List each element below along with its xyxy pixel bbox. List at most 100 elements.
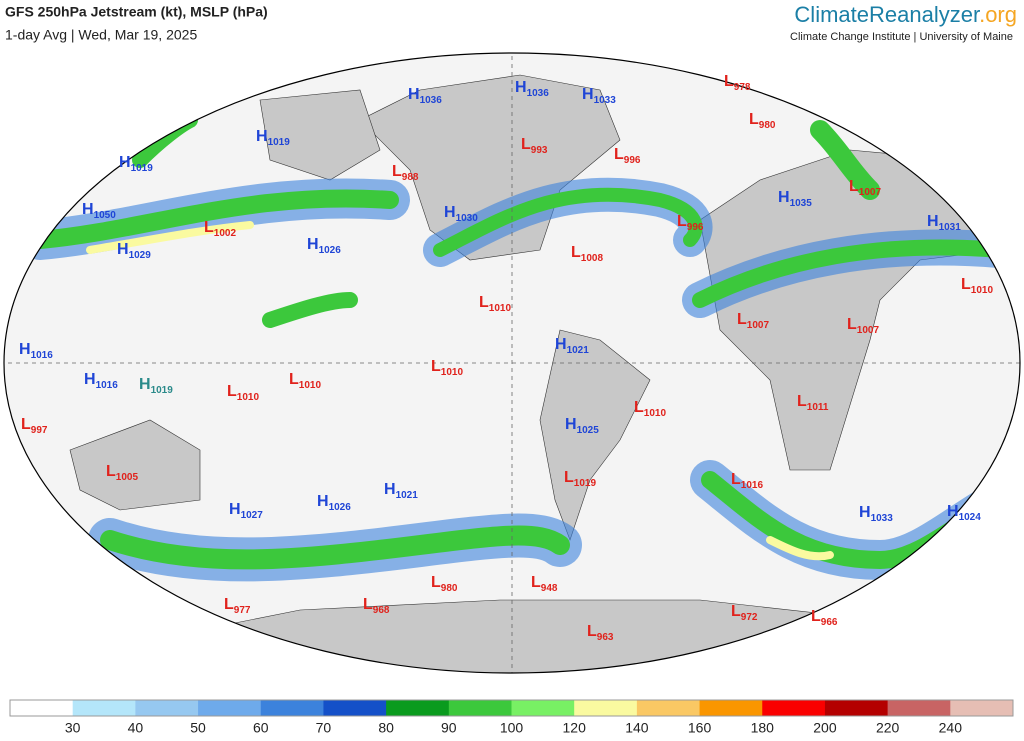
center-type: H	[317, 493, 329, 510]
center-type: L	[106, 463, 116, 480]
pressure-center: L972	[731, 603, 758, 622]
center-type: H	[408, 86, 420, 103]
center-pressure: 988	[402, 172, 419, 183]
pressure-center: H1030	[444, 204, 478, 223]
center-type: H	[84, 371, 96, 388]
colorbar: 30 40 50 60 70 80 90 100 120 140 160 180 200 220 240	[9, 699, 1014, 736]
center-type: L	[564, 469, 574, 486]
center-pressure: 1019	[268, 137, 291, 148]
pressure-center: L1010	[431, 358, 463, 377]
colorbar-swatch	[699, 700, 763, 716]
center-type: H	[927, 213, 939, 230]
pressure-center: H1036	[515, 79, 549, 98]
center-pressure: 1021	[396, 490, 419, 501]
center-type: L	[677, 213, 687, 230]
colorbar-swatch	[511, 700, 575, 716]
pressure-center: L996	[614, 146, 641, 165]
pressure-center: L1010	[479, 294, 511, 313]
center-type: L	[531, 574, 541, 591]
colorbar-swatch	[950, 700, 1014, 716]
center-pressure: 1002	[214, 228, 237, 239]
center-type: H	[555, 336, 567, 353]
center-pressure: 1027	[241, 510, 264, 521]
subtitle: 1-day Avg | Wed, Mar 19, 2025	[5, 27, 197, 43]
center-type: L	[847, 316, 857, 333]
center-type: L	[431, 574, 441, 591]
center-type: L	[749, 111, 759, 128]
pressure-center: H1021	[384, 481, 418, 500]
pressure-center: L1010	[227, 383, 259, 402]
pressure-center: H1026	[307, 236, 341, 255]
title: GFS 250hPa Jetstream (kt), MSLP (hPa)	[5, 4, 268, 20]
brand-part: .org	[979, 2, 1017, 27]
center-pressure: 1033	[594, 95, 617, 106]
pressure-center: L1016	[731, 471, 763, 490]
colorbar-swatch	[887, 700, 951, 716]
center-type: L	[724, 73, 734, 90]
center-type: H	[384, 481, 396, 498]
pressure-center: H1019	[139, 376, 173, 395]
pressure-center: H1019	[256, 128, 290, 147]
center-type: L	[204, 219, 214, 236]
pressure-center: L1010	[634, 399, 666, 418]
pressure-center: L980	[749, 111, 776, 130]
center-pressure: 1026	[329, 502, 352, 513]
pressure-center: L980	[431, 574, 458, 593]
center-type: L	[224, 596, 234, 613]
center-type: L	[797, 393, 807, 410]
pressure-center: L993	[521, 136, 548, 155]
center-pressure: 1019	[131, 163, 154, 174]
center-type: L	[614, 146, 624, 163]
center-pressure: 1010	[971, 285, 994, 296]
center-pressure: 1007	[857, 325, 880, 336]
brand-part: Climate	[794, 2, 869, 27]
colorbar-label: 220	[876, 720, 900, 736]
center-type: H	[117, 241, 129, 258]
colorbar-label: 200	[813, 720, 837, 736]
center-pressure: 977	[234, 605, 251, 616]
pressure-center: H1026	[317, 493, 351, 512]
colorbar-swatch	[72, 700, 136, 716]
center-pressure: 1026	[319, 245, 342, 256]
colorbar-swatch	[762, 700, 826, 716]
center-type: H	[565, 416, 577, 433]
center-pressure: 1036	[527, 88, 550, 99]
center-pressure: 1019	[151, 385, 174, 396]
colorbar-label: 80	[378, 720, 394, 736]
pressure-center: L968	[363, 596, 390, 615]
center-type: H	[947, 503, 959, 520]
pressure-center: L963	[587, 623, 614, 642]
center-pressure: 1029	[129, 250, 152, 261]
colorbar-label: 90	[441, 720, 457, 736]
pressure-center: L1007	[847, 316, 879, 335]
center-pressure: 966	[821, 617, 838, 628]
center-pressure: 1016	[31, 350, 54, 361]
pressure-center: H1021	[555, 336, 589, 355]
center-pressure: 1016	[96, 380, 119, 391]
colorbar-swatch	[198, 700, 262, 716]
center-pressure: 1007	[747, 320, 770, 331]
center-type: L	[731, 603, 741, 620]
center-type: L	[289, 371, 299, 388]
colorbar-swatch	[636, 700, 701, 716]
center-pressure: 972	[741, 612, 758, 623]
colorbar-swatch	[386, 700, 450, 716]
center-type: H	[778, 189, 790, 206]
pressure-center: H1035	[778, 189, 812, 208]
pressure-center: H1036	[408, 86, 442, 105]
center-type: H	[515, 79, 527, 96]
center-type: H	[139, 376, 151, 393]
colorbar-swatch	[824, 700, 889, 716]
center-pressure: 1016	[741, 480, 764, 491]
brand-part: Reanalyzer	[869, 2, 980, 27]
center-pressure: 1030	[456, 213, 479, 224]
pressure-center: H1016	[19, 341, 53, 360]
center-type: H	[82, 201, 94, 218]
pressure-center: H1027	[229, 501, 263, 520]
center-pressure: 978	[734, 82, 751, 93]
center-type: L	[571, 244, 581, 261]
pressure-center: L1007	[849, 178, 881, 197]
colorbar-swatch	[323, 700, 387, 716]
pressure-center: L997	[21, 416, 48, 435]
pressure-center: H1016	[84, 371, 118, 390]
